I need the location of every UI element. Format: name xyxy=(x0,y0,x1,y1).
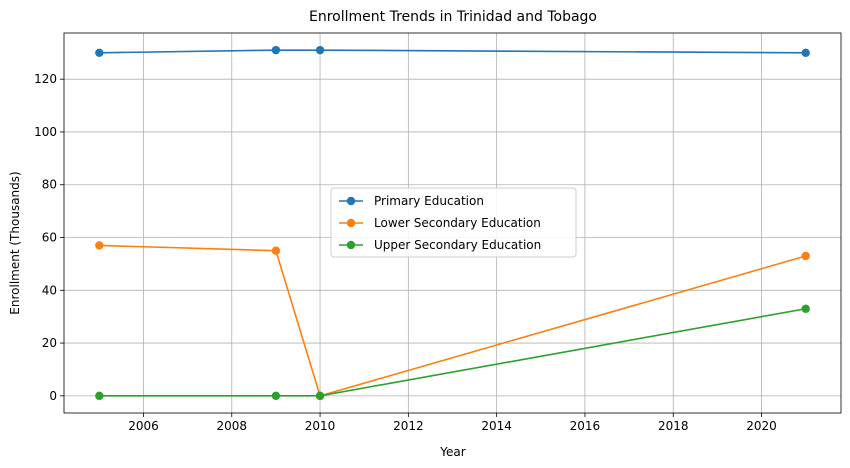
grid xyxy=(64,33,841,413)
y-tick-label: 60 xyxy=(42,231,57,245)
legend: Primary Education Lower Secondary Educati… xyxy=(330,187,577,258)
x-tick-label: 2010 xyxy=(305,419,336,433)
data-point-primary-education xyxy=(95,48,104,57)
series-line-lower-secondary-education xyxy=(99,244,806,397)
chart-title: Enrollment Trends in Trinidad and Tobago xyxy=(309,9,597,25)
y-axis: 0 20 40 60 80 100 120 xyxy=(34,72,64,403)
x-tick-label: 2008 xyxy=(216,419,247,433)
legend-label: Lower Secondary Education xyxy=(374,216,541,230)
legend-label: Primary Education xyxy=(374,194,484,208)
y-tick-label: 40 xyxy=(42,283,57,297)
y-tick-label: 0 xyxy=(49,389,57,403)
data-point-upper-secondary-education xyxy=(315,391,325,401)
plot-frame xyxy=(63,32,842,414)
legend-marker xyxy=(346,218,356,228)
legend-marker xyxy=(346,196,356,206)
x-axis-label: Year xyxy=(439,445,465,459)
data-point-lower-secondary-education xyxy=(95,241,104,250)
y-tick-label: 100 xyxy=(34,125,57,139)
y-axis-label: Enrollment (Thousands) xyxy=(8,171,22,314)
data-point-lower-secondary-education xyxy=(801,251,810,261)
y-tick-label: 120 xyxy=(34,72,57,86)
data-point-lower-secondary-education xyxy=(271,246,281,255)
x-tick-label: 2016 xyxy=(570,419,601,433)
series-line-upper-secondary-education xyxy=(99,307,806,397)
data-point-upper-secondary-education xyxy=(271,391,281,401)
data-point-upper-secondary-education xyxy=(95,391,104,401)
x-tick-label: 2006 xyxy=(128,419,159,433)
x-tick-label: 2020 xyxy=(746,419,777,433)
data-point-primary-education xyxy=(315,45,325,55)
legend-marker xyxy=(346,240,356,250)
y-tick-label: 80 xyxy=(42,178,57,192)
x-tick-label: 2018 xyxy=(658,419,689,433)
data-point-primary-education xyxy=(271,45,281,55)
x-tick-label: 2014 xyxy=(481,419,512,433)
y-tick-label: 20 xyxy=(42,336,57,350)
legend-box xyxy=(330,187,577,258)
series-layer xyxy=(95,45,810,401)
x-axis: 2006 2008 2010 2012 2014 2016 2018 2020 xyxy=(128,413,777,433)
data-point-upper-secondary-education xyxy=(801,304,810,313)
data-point-primary-education xyxy=(801,48,810,57)
legend-label: Upper Secondary Education xyxy=(374,238,541,252)
x-tick-label: 2012 xyxy=(393,419,424,433)
series-line-primary-education xyxy=(99,49,806,54)
